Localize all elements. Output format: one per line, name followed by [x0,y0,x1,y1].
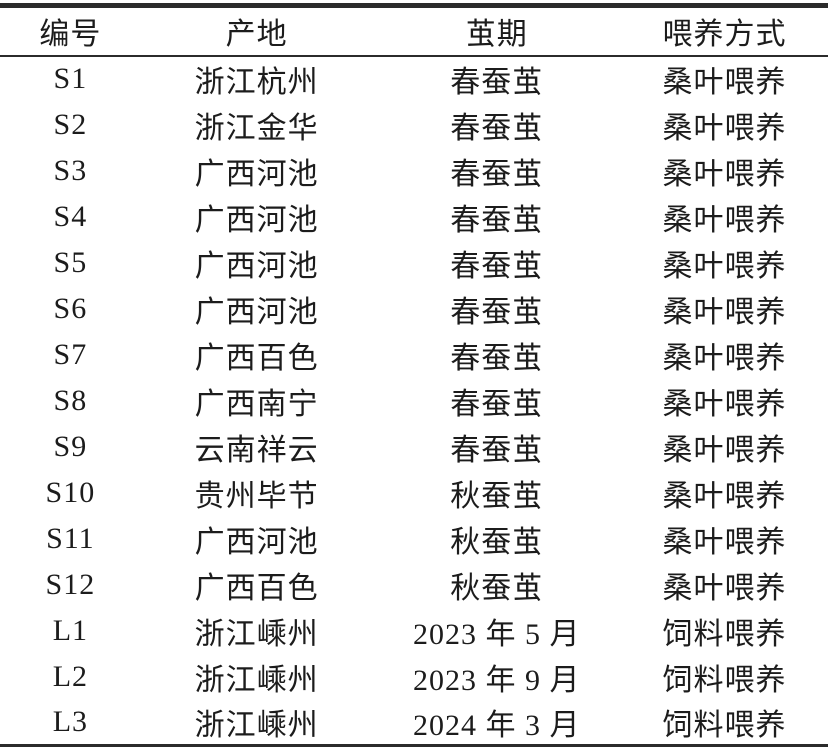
cell-feeding-method: 桑叶喂养 [662,341,787,375]
cell-cocoon-period: 春蚕茧 [450,157,544,191]
table-header: 编号 产地 茧期 喂养方式 [0,5,828,57]
cell-origin: 广西南宁 [194,387,319,421]
cell-cocoon-period: 春蚕茧 [450,66,544,99]
cell-id: L1 [52,613,89,647]
cell-cocoon-period: 2024 年 3 月 [413,708,581,742]
cell-origin: 广西河池 [194,157,319,191]
cell-id: S6 [53,291,88,325]
header-feeding-method: 喂养方式 [620,5,828,57]
header-cocoon-period: 茧期 [372,5,621,57]
cell-id: S9 [53,429,88,463]
cell-id: S7 [53,337,88,371]
header-id: 编号 [0,5,141,57]
cell-origin: 广西河池 [194,249,319,283]
cell-id: S11 [46,521,95,555]
header-origin: 产地 [140,5,373,57]
cell-cocoon-period: 春蚕茧 [450,341,544,375]
cell-cocoon-period: 春蚕茧 [450,387,544,421]
cell-origin: 浙江杭州 [194,66,319,99]
cell-origin: 广西河池 [194,203,319,237]
cell-id: L3 [52,704,89,738]
cell-feeding-method: 桑叶喂养 [662,525,787,559]
table-row: L3 浙江嵊州 2024 年 3 月 饲料喂养 [0,700,828,746]
cell-feeding-method: 桑叶喂养 [662,111,787,145]
cell-feeding-method: 桑叶喂养 [662,295,787,329]
table-row: S6 广西河池 春蚕茧 桑叶喂养 [0,286,828,332]
cell-id: S3 [53,153,88,187]
silkworm-cocoon-sample-table: 编号 产地 茧期 喂养方式 S1 浙江杭州 春蚕茧 桑叶喂养 S2 浙江金华 春蚕茧 桑叶喂养… [0,3,828,747]
table-row: S2 浙江金华 春蚕茧 桑叶喂养 [0,102,828,148]
cell-feeding-method: 桑叶喂养 [662,203,787,237]
cell-origin: 广西百色 [194,571,319,605]
cell-feeding-method: 桑叶喂养 [662,571,787,605]
cell-feeding-method: 桑叶喂养 [662,433,787,467]
table-row: S12 广西百色 秋蚕茧 桑叶喂养 [0,562,828,608]
cell-origin: 浙江嵊州 [194,617,319,651]
cell-id: S5 [53,245,88,279]
cell-cocoon-period: 秋蚕茧 [450,571,544,605]
cell-feeding-method: 桑叶喂养 [662,387,787,421]
cell-feeding-method: 饲料喂养 [662,708,787,742]
table-row: S4 广西河池 春蚕茧 桑叶喂养 [0,194,828,240]
table-row: S3 广西河池 春蚕茧 桑叶喂养 [0,148,828,194]
table-row: S7 广西百色 春蚕茧 桑叶喂养 [0,332,828,378]
cell-feeding-method: 饲料喂养 [662,663,787,697]
cell-origin: 广西河池 [194,295,319,329]
cell-origin: 浙江金华 [194,111,319,145]
cell-cocoon-period: 春蚕茧 [450,111,544,145]
cell-origin: 浙江嵊州 [194,663,319,697]
cell-origin: 广西百色 [194,341,319,375]
table-row: S5 广西河池 春蚕茧 桑叶喂养 [0,240,828,286]
cell-cocoon-period: 2023 年 5 月 [413,617,581,651]
cell-origin: 浙江嵊州 [194,708,319,742]
cell-cocoon-period: 春蚕茧 [450,433,544,467]
cell-origin: 贵州毕节 [194,479,319,513]
header-row: 编号 产地 茧期 喂养方式 [0,5,828,57]
table-body: S1 浙江杭州 春蚕茧 桑叶喂养 S2 浙江金华 春蚕茧 桑叶喂养 S3 广西河池 春蚕茧 桑叶喂养 S… [0,56,828,746]
cell-cocoon-period: 春蚕茧 [450,249,544,283]
cell-feeding-method: 桑叶喂养 [662,157,787,191]
table-row: S8 广西南宁 春蚕茧 桑叶喂养 [0,378,828,424]
cell-id: S2 [53,107,88,141]
table-row: S10 贵州毕节 秋蚕茧 桑叶喂养 [0,470,828,516]
table-row: S11 广西河池 秋蚕茧 桑叶喂养 [0,516,828,562]
cell-feeding-method: 桑叶喂养 [662,66,787,99]
cell-id: S8 [53,383,88,417]
table-row: S9 云南祥云 春蚕茧 桑叶喂养 [0,424,828,470]
cell-feeding-method: 桑叶喂养 [662,249,787,283]
cell-id: S4 [53,199,88,233]
cell-cocoon-period: 2023 年 9 月 [413,663,581,697]
cell-feeding-method: 桑叶喂养 [662,479,787,513]
cell-origin: 云南祥云 [194,433,319,467]
cell-cocoon-period: 秋蚕茧 [450,479,544,513]
cell-id: S1 [53,62,88,95]
table-row: S1 浙江杭州 春蚕茧 桑叶喂养 [0,56,828,102]
table-row: L1 浙江嵊州 2023 年 5 月 饲料喂养 [0,608,828,654]
cell-id: L2 [52,659,89,693]
cell-cocoon-period: 秋蚕茧 [450,525,544,559]
cell-id: S12 [45,567,96,601]
cell-id: S10 [45,475,96,509]
cell-cocoon-period: 春蚕茧 [450,203,544,237]
table-row: L2 浙江嵊州 2023 年 9 月 饲料喂养 [0,654,828,700]
cell-origin: 广西河池 [194,525,319,559]
cell-feeding-method: 饲料喂养 [662,617,787,651]
cell-cocoon-period: 春蚕茧 [450,295,544,329]
